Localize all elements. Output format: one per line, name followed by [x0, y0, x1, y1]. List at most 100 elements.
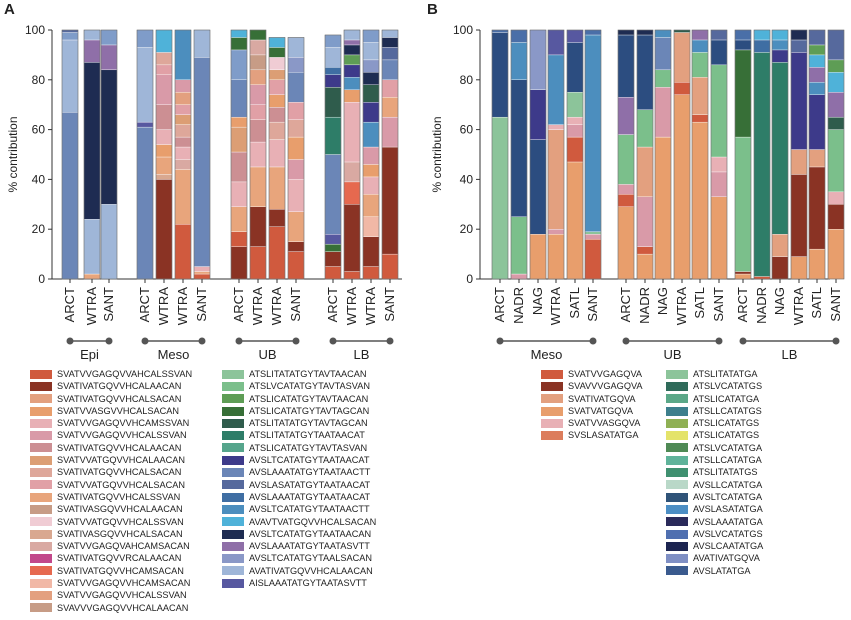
legend-swatch [222, 480, 244, 490]
x-tick-label-b: ARCT [618, 287, 633, 322]
legend-swatch [30, 566, 52, 576]
bar-segment [753, 29, 771, 41]
legend-swatch [222, 455, 244, 465]
legend-swatch [222, 541, 244, 551]
legend-b-left-item: SVATVATGQVA [541, 405, 643, 417]
bar-segment [174, 169, 192, 225]
bar-segment [230, 151, 248, 183]
bar-segment [268, 107, 286, 123]
bar-segment [584, 34, 602, 232]
bar-segment [362, 146, 380, 165]
bar-segment [510, 216, 528, 275]
bar-segment [827, 29, 845, 61]
legend-label: SVATIVATGQVVHCALAACAN [57, 381, 182, 392]
bar-segment [566, 124, 584, 138]
legend-a-left-column: SVATVVGAGQVVAHCALSSVAN SVATIVATGQVVHCALAA… [30, 368, 192, 614]
bar-segment [268, 226, 286, 280]
legend-label: ATSLITATATGYTAVTAGCAN [249, 418, 368, 429]
legend-swatch [666, 369, 688, 379]
legend-b-right-item: AVSLVCATATGS [666, 528, 763, 540]
x-tick-label-a: WTRA [269, 287, 284, 326]
x-tick-label-a: WTRA [156, 287, 171, 326]
legend-swatch [541, 406, 563, 416]
legend-a-left-item: SVAVVVGAGQVVHCALAACAN [30, 602, 192, 614]
bar-segment [287, 159, 305, 180]
bar-segment [174, 92, 192, 105]
legend-swatch [30, 443, 52, 453]
x-tick-label-b: WTRA [674, 287, 689, 326]
bar-segment [381, 116, 399, 148]
x-tick-label-a: ARCT [137, 287, 152, 322]
bar-segment [249, 84, 267, 105]
legend-b-right-item: ATSLVCATATGS [666, 380, 763, 392]
legend-label: AVSLAAATATGA [693, 516, 763, 527]
legend-label: AVSLTCATATGYTAATAACAN [249, 528, 372, 539]
legend-swatch [222, 517, 244, 527]
bar-segment [174, 29, 192, 80]
y-tick-label-a: 60 [32, 123, 46, 137]
bar-segment [343, 181, 361, 205]
legend-swatch [222, 431, 244, 441]
legend-label: ATSLICATATGS [693, 418, 760, 429]
bar-segment [808, 29, 826, 46]
bar-segment [268, 94, 286, 108]
bar-segment [343, 161, 361, 183]
panel-label-a: A [4, 1, 15, 18]
bar-segment [268, 139, 286, 168]
bar-segment [193, 57, 211, 267]
bar-segment [771, 256, 789, 280]
bar-segment [324, 234, 342, 245]
bar-segment [324, 67, 342, 75]
bar-segment [174, 104, 192, 115]
legend-label: ATSLLCATATGA [693, 455, 762, 466]
x-tick-label-b: ARCT [735, 287, 750, 322]
bar-segment [343, 39, 361, 46]
legend-swatch [666, 492, 688, 502]
bar-segment [381, 146, 399, 255]
legend-a-left-item: SVATVVGAGQVVHCALSSVAN [30, 429, 192, 441]
bar-segment [734, 273, 752, 280]
legend-a-left-item: SVATIVATGQVVRCALAACAN [30, 552, 192, 564]
x-tick-label-a: SANT [194, 287, 209, 322]
bar-segment [734, 29, 752, 41]
bar-segment [362, 194, 380, 217]
bar-segment [155, 156, 173, 175]
bar-segment [381, 37, 399, 48]
bar-segment [193, 29, 211, 58]
bar-segment [636, 253, 654, 280]
bar-segment [381, 79, 399, 98]
legend-label: SVATVVASGQVA [568, 418, 641, 429]
y-axis-label-a: % contribution [6, 116, 20, 192]
bar-segment [174, 159, 192, 170]
y-tick-label-b: 0 [466, 272, 473, 286]
bar-segment [362, 72, 380, 85]
bar-segment [808, 82, 826, 95]
group-line-end [496, 337, 504, 345]
bar-segment [808, 44, 826, 56]
legend-a-left-item: SVATIVATGQVVHCAMSACAN [30, 565, 192, 577]
bar-segment [827, 72, 845, 93]
bar-segment [287, 251, 305, 280]
legend-label: AVSLVCATATGS [693, 528, 763, 539]
x-tick-label-b: NAG [530, 287, 545, 315]
legend-label: ATSLITATATGYTAVTAACAN [249, 369, 367, 379]
legend-label: AVATIVATGQVVHCALAACAN [249, 565, 373, 576]
legend-a-right-item: AVSLTCATATGYTAALSACAN [222, 552, 376, 564]
bar-segment [61, 39, 79, 113]
bar-segment [61, 32, 79, 41]
bar-segment [287, 179, 305, 212]
x-tick-label-b: ARCT [492, 287, 507, 322]
legend-label: AVSLASATATGA [693, 504, 763, 515]
legend-label: SVATVVGAGQVAHCAMSACAN [57, 541, 190, 552]
bar-segment [230, 37, 248, 51]
bar-segment [362, 59, 380, 73]
legend-b-left-item: SVAVVVGAGQVA [541, 380, 643, 392]
bar-segment [230, 231, 248, 247]
legend-swatch [666, 431, 688, 441]
bar-segment [343, 44, 361, 56]
legend-b-right-item: ATSLVCATATGA [666, 442, 763, 454]
legend-a-left-item: SVATVVGAGQVVHCAMSSVAN [30, 417, 192, 429]
bar-segment [617, 206, 635, 280]
bar-segment [710, 29, 728, 41]
legend-swatch [30, 590, 52, 600]
